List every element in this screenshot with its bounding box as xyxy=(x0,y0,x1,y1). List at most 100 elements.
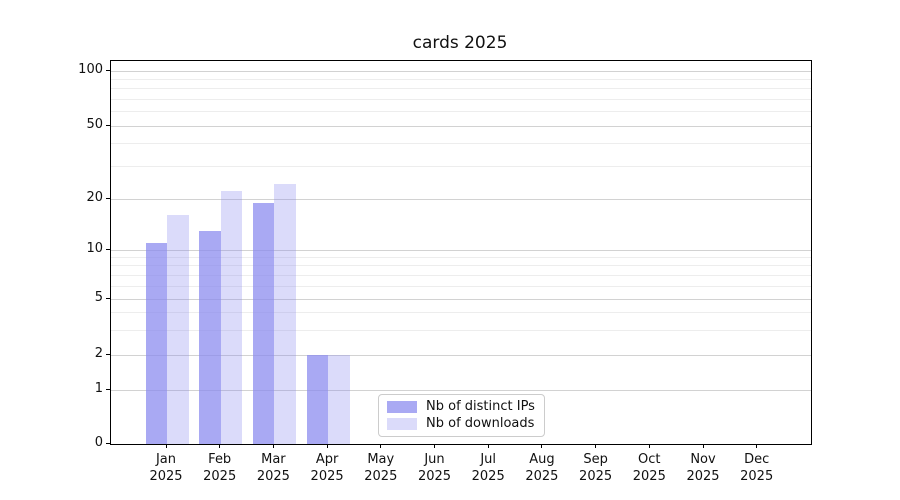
x-tick-month: Dec xyxy=(744,452,770,467)
x-tick-label: May 2025 xyxy=(351,451,411,485)
gridline-minor xyxy=(111,329,811,331)
gridline-major xyxy=(111,389,811,391)
gridline-major xyxy=(111,298,811,300)
y-tick-label: 100 xyxy=(78,62,103,77)
x-tick-mark xyxy=(272,444,274,448)
x-tick-month: Aug xyxy=(529,452,555,467)
x-tick-label: Dec 2025 xyxy=(727,451,787,485)
legend-item-downloads: Nb of downloads xyxy=(387,417,536,431)
gridline-minor xyxy=(111,256,811,258)
gridline-major xyxy=(111,125,811,127)
gridline-minor xyxy=(111,78,811,80)
x-tick-label: Mar 2025 xyxy=(243,451,303,485)
x-tick-month: Jun xyxy=(424,452,445,467)
y-tick-mark xyxy=(106,69,110,71)
x-tick-month: Oct xyxy=(638,452,661,467)
x-tick-year: 2025 xyxy=(417,469,452,484)
y-tick-mark xyxy=(106,353,110,355)
chart-title: cards 2025 xyxy=(412,33,508,53)
x-tick-month: Jan xyxy=(155,452,177,467)
y-tick-label: 0 xyxy=(94,435,103,450)
x-tick-year: 2025 xyxy=(310,469,344,484)
x-tick-month: Apr xyxy=(315,452,339,467)
legend-label-downloads: Nb of downloads xyxy=(426,416,535,431)
gridline-minor xyxy=(111,143,811,145)
legend-swatch-downloads-icon xyxy=(387,418,417,430)
x-tick-label: Feb 2025 xyxy=(190,451,250,485)
x-tick-mark xyxy=(219,444,221,448)
x-tick-month: Sep xyxy=(583,452,608,467)
bar-distinct-ips xyxy=(199,230,221,444)
y-tick-mark xyxy=(106,388,110,390)
x-tick-label: Aug 2025 xyxy=(512,451,572,485)
legend: Nb of distinct IPs Nb of downloads xyxy=(378,394,545,437)
x-tick-month: Jul xyxy=(480,452,497,467)
x-tick-month: Feb xyxy=(208,452,232,467)
gridline-minor xyxy=(111,265,811,267)
y-tick-label: 20 xyxy=(86,190,103,205)
x-tick-year: 2025 xyxy=(256,469,290,484)
gridline-major xyxy=(111,198,811,200)
x-tick-label: Nov 2025 xyxy=(673,451,733,485)
x-tick-month: Mar xyxy=(261,452,286,467)
bar-downloads xyxy=(220,191,243,444)
x-tick-mark xyxy=(434,444,435,448)
x-tick-label: Apr 2025 xyxy=(297,451,357,485)
x-tick-mark xyxy=(165,444,167,448)
x-tick-month: Nov xyxy=(690,452,716,467)
y-tick-label: 5 xyxy=(94,290,103,305)
gridline-major xyxy=(111,249,811,251)
y-tick-label: 50 xyxy=(86,117,103,132)
bar-downloads xyxy=(328,355,350,444)
gridline-minor xyxy=(111,312,811,314)
bar-distinct-ips xyxy=(145,242,167,444)
x-tick-mark xyxy=(326,444,328,448)
x-tick-mark xyxy=(487,444,489,448)
gridline-minor xyxy=(111,98,811,100)
y-tick-mark xyxy=(106,297,110,299)
x-tick-mark xyxy=(541,444,543,448)
bar-downloads xyxy=(167,215,189,444)
bar-distinct-ips xyxy=(306,355,329,444)
gridline-minor xyxy=(111,285,811,287)
y-tick-mark xyxy=(106,248,110,250)
x-tick-year: 2025 xyxy=(579,469,613,484)
legend-label-distinct-ips: Nb of distinct IPs xyxy=(426,399,535,414)
x-tick-year: 2025 xyxy=(632,469,666,484)
gridline-major xyxy=(111,354,811,356)
legend-swatch-distinct-ips-icon xyxy=(387,401,417,413)
x-tick-label: Jan 2025 xyxy=(136,451,196,485)
legend-item-distinct-ips: Nb of distinct IPs xyxy=(387,400,536,414)
y-tick-mark xyxy=(106,197,110,199)
plot-area xyxy=(110,60,812,445)
gridline-minor xyxy=(111,111,811,113)
x-tick-mark xyxy=(648,444,650,448)
y-tick-mark xyxy=(106,442,110,444)
x-tick-year: 2025 xyxy=(203,469,237,484)
gridline-minor xyxy=(111,274,811,276)
x-tick-year: 2025 xyxy=(686,469,720,484)
x-tick-year: 2025 xyxy=(525,469,559,484)
x-tick-label: Jul 2025 xyxy=(458,451,518,485)
y-tick-label: 10 xyxy=(86,241,103,256)
x-tick-mark xyxy=(756,444,758,448)
x-tick-month: May xyxy=(367,452,395,467)
x-tick-year: 2025 xyxy=(471,469,505,484)
gridline-minor xyxy=(111,88,811,90)
x-tick-year: 2025 xyxy=(364,469,398,484)
x-tick-mark xyxy=(595,444,597,448)
gridline-major xyxy=(111,70,811,72)
x-tick-year: 2025 xyxy=(740,469,774,484)
x-tick-mark xyxy=(380,444,382,448)
y-tick-label: 2 xyxy=(94,346,103,361)
x-tick-label: Oct 2025 xyxy=(619,451,679,485)
gridline-minor xyxy=(111,166,811,168)
x-tick-label: Sep 2025 xyxy=(566,451,626,485)
x-tick-year: 2025 xyxy=(149,469,183,484)
bar-distinct-ips xyxy=(252,202,275,444)
x-tick-mark xyxy=(702,444,704,448)
y-tick-mark xyxy=(106,124,110,126)
bar-downloads xyxy=(274,184,296,444)
x-tick-label: Jun 2025 xyxy=(405,451,465,485)
